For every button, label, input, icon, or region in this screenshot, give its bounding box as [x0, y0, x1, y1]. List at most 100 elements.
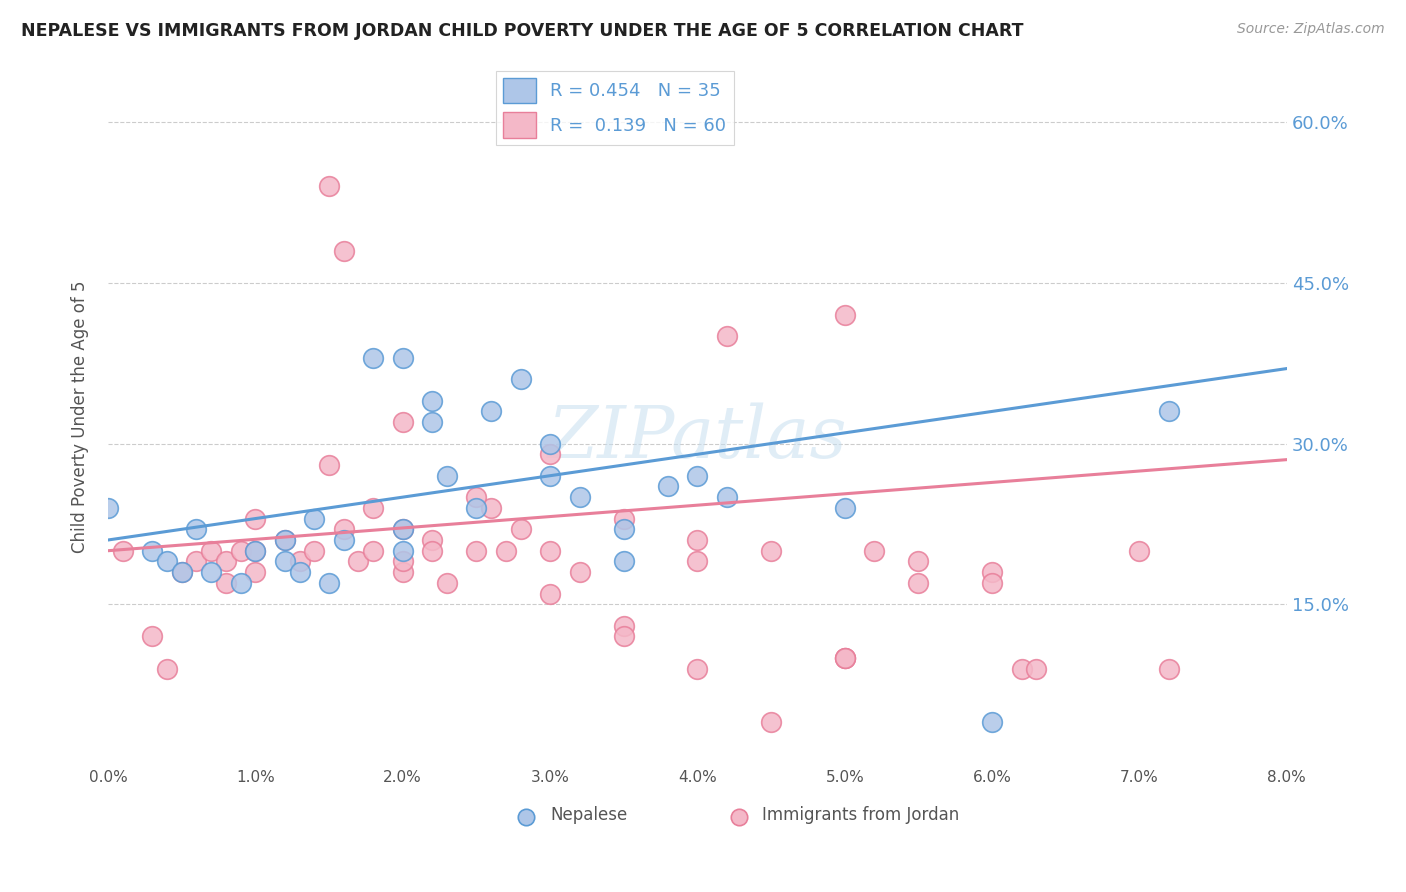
Point — [391, 522, 413, 536]
Point — [686, 554, 709, 568]
Point — [332, 522, 354, 536]
Point — [97, 500, 120, 515]
Point — [361, 351, 384, 365]
Point — [420, 393, 443, 408]
Point — [111, 543, 134, 558]
Point — [538, 447, 561, 461]
Point — [1157, 404, 1180, 418]
Point — [361, 543, 384, 558]
Point — [156, 662, 179, 676]
Point — [465, 543, 488, 558]
Point — [834, 651, 856, 665]
Point — [657, 479, 679, 493]
Text: Immigrants from Jordan: Immigrants from Jordan — [762, 806, 959, 824]
Point — [981, 565, 1004, 579]
Point — [318, 575, 340, 590]
Point — [538, 436, 561, 450]
Point — [465, 490, 488, 504]
Point — [1128, 543, 1150, 558]
Text: Nepalese: Nepalese — [550, 806, 627, 824]
Point — [304, 543, 326, 558]
Text: Source: ZipAtlas.com: Source: ZipAtlas.com — [1237, 22, 1385, 37]
Point — [215, 575, 238, 590]
Point — [141, 543, 163, 558]
Point — [420, 533, 443, 547]
Point — [318, 179, 340, 194]
Text: NEPALESE VS IMMIGRANTS FROM JORDAN CHILD POVERTY UNDER THE AGE OF 5 CORRELATION : NEPALESE VS IMMIGRANTS FROM JORDAN CHILD… — [21, 22, 1024, 40]
Point — [686, 468, 709, 483]
Point — [907, 554, 929, 568]
Point — [332, 533, 354, 547]
Point — [391, 554, 413, 568]
Point — [907, 575, 929, 590]
Point — [245, 511, 267, 525]
Point — [288, 554, 311, 568]
Point — [245, 543, 267, 558]
Point — [568, 490, 591, 504]
Point — [229, 575, 252, 590]
Point — [686, 533, 709, 547]
Point — [509, 372, 531, 386]
Point — [391, 565, 413, 579]
Point — [465, 500, 488, 515]
Point — [170, 565, 193, 579]
Point — [288, 565, 311, 579]
Point — [420, 415, 443, 429]
Point — [245, 543, 267, 558]
Point — [332, 244, 354, 258]
Point — [759, 715, 782, 730]
Point — [274, 533, 297, 547]
Point — [716, 329, 738, 343]
Point — [186, 522, 208, 536]
Point — [200, 543, 222, 558]
Point — [361, 500, 384, 515]
Point — [981, 715, 1004, 730]
Point — [834, 500, 856, 515]
Point — [304, 511, 326, 525]
Point — [1157, 662, 1180, 676]
Point — [863, 543, 886, 558]
Point — [495, 543, 517, 558]
Point — [318, 458, 340, 472]
Point — [538, 543, 561, 558]
Y-axis label: Child Poverty Under the Age of 5: Child Poverty Under the Age of 5 — [72, 280, 89, 553]
Point — [479, 500, 502, 515]
Point — [347, 554, 370, 568]
Point — [391, 415, 413, 429]
Point — [170, 565, 193, 579]
Point — [613, 522, 636, 536]
Point — [568, 565, 591, 579]
Point — [391, 351, 413, 365]
Point — [200, 565, 222, 579]
Point — [215, 554, 238, 568]
Point — [613, 629, 636, 643]
Point — [141, 629, 163, 643]
Point — [613, 554, 636, 568]
Point — [834, 308, 856, 322]
Text: ZIPatlas: ZIPatlas — [547, 402, 848, 473]
Point — [538, 586, 561, 600]
Point — [834, 651, 856, 665]
Point — [759, 543, 782, 558]
Point — [391, 543, 413, 558]
Point — [981, 575, 1004, 590]
Point — [716, 490, 738, 504]
Point — [186, 554, 208, 568]
Point — [436, 575, 458, 590]
Point — [391, 522, 413, 536]
Point — [436, 468, 458, 483]
Point — [245, 565, 267, 579]
Point — [613, 511, 636, 525]
Point — [1011, 662, 1033, 676]
Point — [156, 554, 179, 568]
Point — [274, 554, 297, 568]
Point — [274, 533, 297, 547]
Point — [420, 543, 443, 558]
Point — [509, 522, 531, 536]
Point — [686, 662, 709, 676]
Point — [834, 651, 856, 665]
Point — [538, 468, 561, 483]
Point — [229, 543, 252, 558]
Point — [1025, 662, 1047, 676]
Point — [613, 618, 636, 632]
